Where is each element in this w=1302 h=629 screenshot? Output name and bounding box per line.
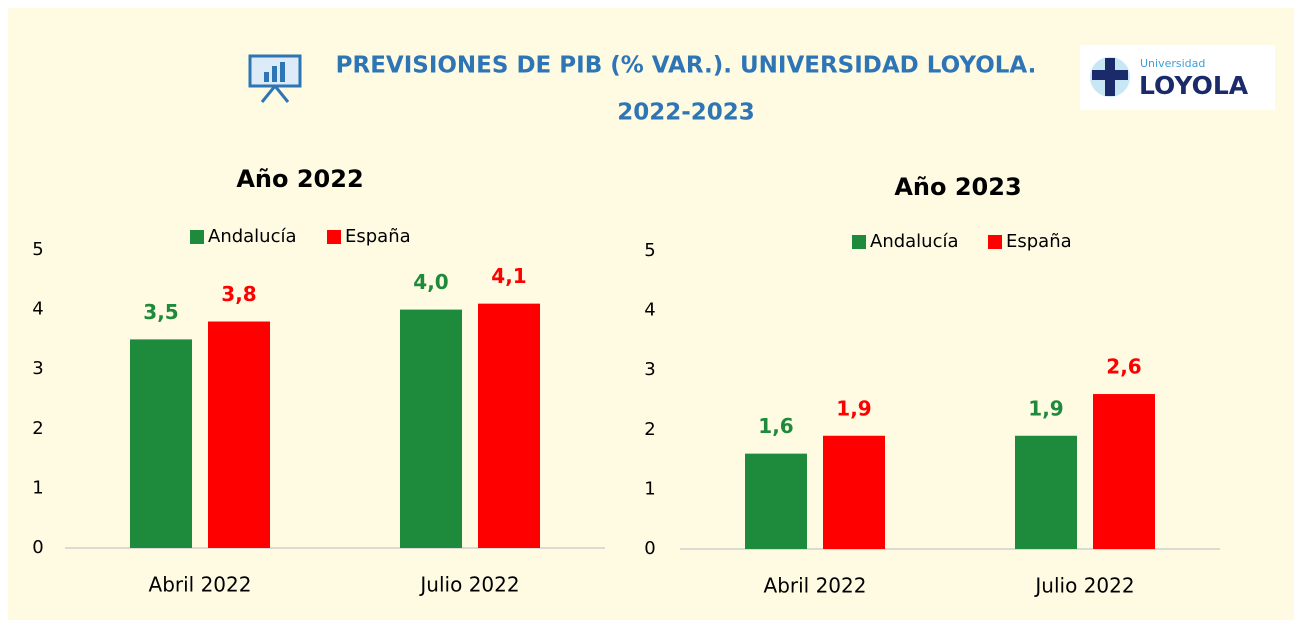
legend-swatch [988,235,1002,249]
y-tick-label: 4 [644,300,655,321]
logo-text: LOYOLA [1139,71,1249,100]
bar [208,321,270,548]
y-tick-label: 4 [32,299,43,320]
page-title: 2022-2023 [617,100,755,126]
y-tick-label: 5 [644,240,655,261]
y-tick-label: 0 [644,538,655,559]
y-tick-label: 3 [644,359,655,380]
legend-label: España [1006,231,1072,252]
y-tick-label: 2 [644,419,655,440]
y-tick-label: 2 [32,418,43,439]
legend-swatch [327,230,341,244]
chart-title: Año 2023 [894,173,1021,201]
bar [745,453,807,549]
y-tick-label: 5 [32,239,43,260]
bar [1015,435,1077,549]
x-tick-label: Abril 2022 [149,573,252,597]
value-label: 3,5 [143,300,178,324]
logo-text: Universidad [1140,57,1205,70]
bar [1093,394,1155,549]
legend-label: Andalucía [208,226,297,247]
logo: Universidad LOYOLA [1080,45,1275,110]
legend-swatch [852,235,866,249]
bar [478,303,540,548]
x-tick-label: Abril 2022 [764,574,867,598]
legend-label: España [345,226,411,247]
bar [400,309,462,548]
presentation-icon [248,54,302,103]
value-label: 3,8 [221,282,256,306]
y-tick-label: 3 [32,358,43,379]
bar [130,339,192,548]
chart-title: Año 2022 [236,165,363,193]
value-label: 1,6 [758,414,793,438]
x-tick-label: Julio 2022 [1033,574,1134,598]
value-label: 4,0 [413,270,448,294]
legend-label: Andalucía [870,231,959,252]
value-label: 1,9 [836,396,871,420]
bar [823,435,885,549]
y-tick-label: 1 [32,477,43,498]
y-tick-label: 0 [32,537,43,558]
page-title: PREVISIONES DE PIB (% VAR.). UNIVERSIDAD… [336,53,1037,79]
value-label: 2,6 [1106,355,1141,379]
value-label: 4,1 [491,264,526,288]
value-label: 1,9 [1028,396,1063,420]
y-tick-label: 1 [644,478,655,499]
legend-swatch [190,230,204,244]
x-tick-label: Julio 2022 [418,573,519,597]
